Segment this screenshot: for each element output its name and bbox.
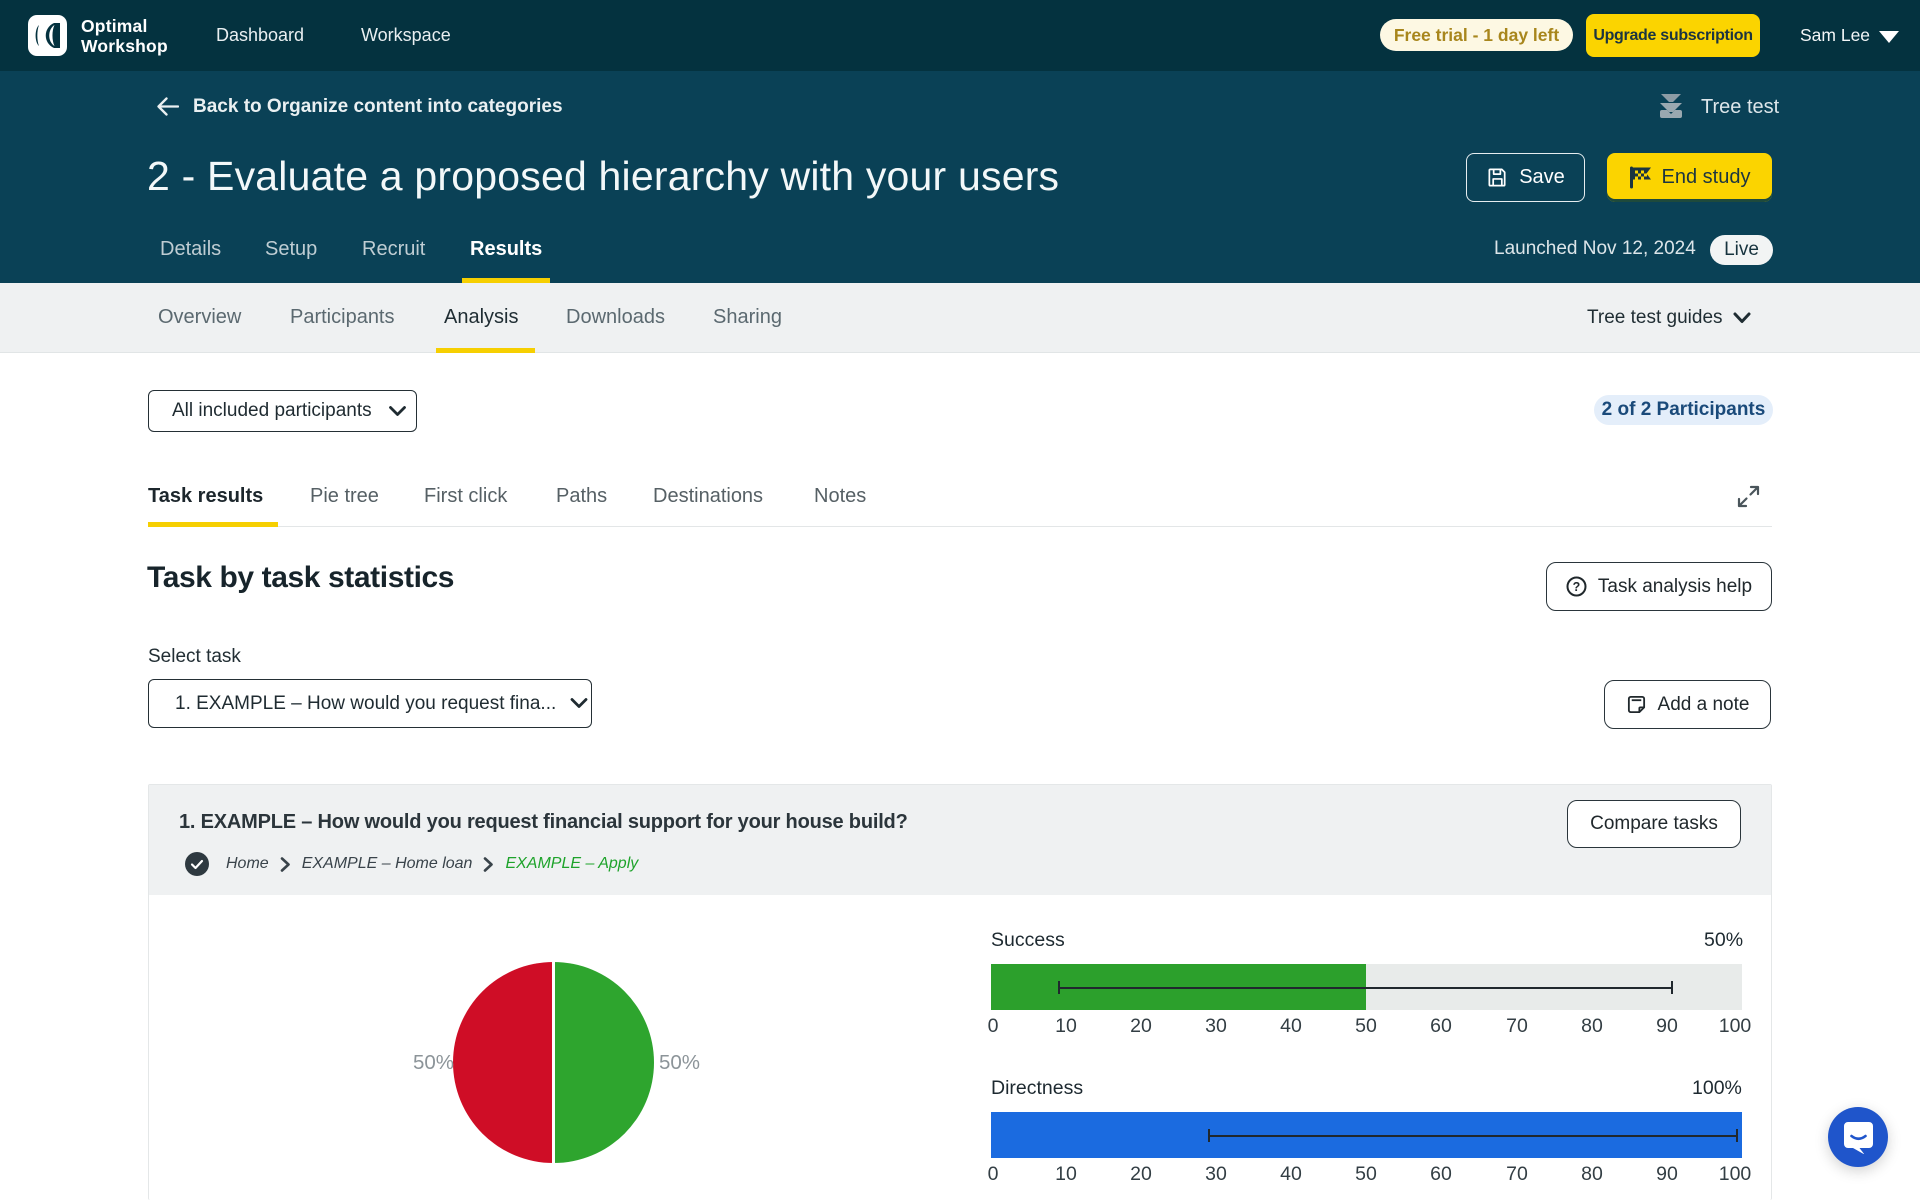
svg-text:?: ? xyxy=(1573,580,1581,594)
